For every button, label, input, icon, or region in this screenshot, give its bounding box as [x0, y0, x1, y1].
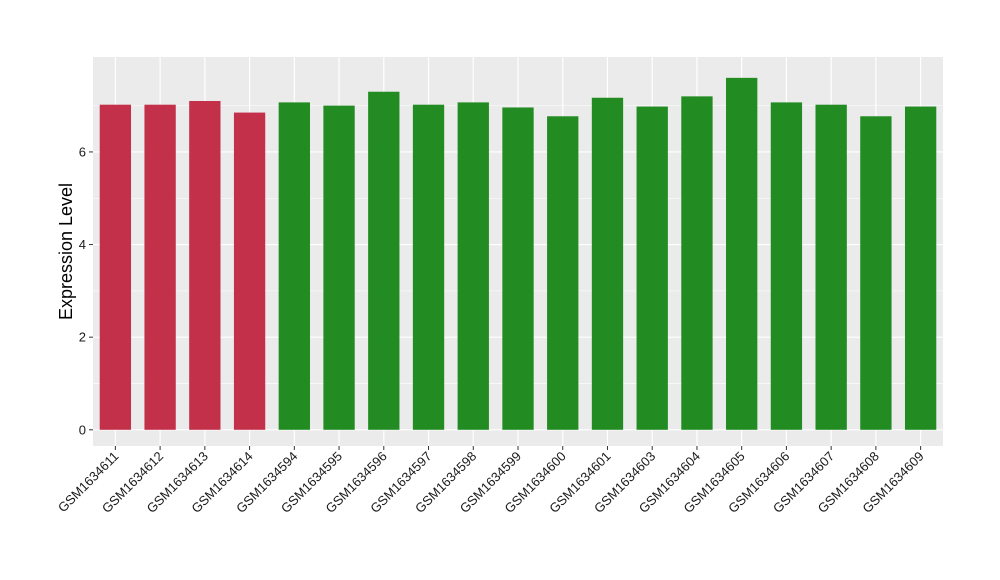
bar-gsm1634607 [815, 104, 847, 430]
bar-gsm1634612 [144, 104, 176, 430]
y-tick-label: 0 [79, 422, 86, 437]
y-tick-label: 4 [79, 237, 86, 252]
bar-gsm1634599 [502, 107, 534, 430]
bar-gsm1634603 [636, 106, 668, 430]
bar-gsm1634608 [860, 116, 892, 430]
bar-gsm1634594 [278, 102, 310, 430]
bar-gsm1634604 [681, 96, 713, 430]
bar-gsm1634601 [591, 97, 624, 430]
bar-gsm1634598 [457, 102, 489, 430]
bar-gsm1634606 [770, 102, 803, 430]
bar-gsm1634600 [547, 116, 579, 430]
x-axis: GSM1634611GSM1634612GSM1634613GSM1634614… [55, 446, 927, 516]
bar-gsm1634605 [726, 77, 758, 430]
bar-gsm1634597 [412, 104, 445, 430]
bar-gsm1634609 [904, 106, 937, 430]
bars [99, 77, 937, 430]
y-axis-title: Expression Level [56, 183, 76, 320]
bar-gsm1634613 [189, 100, 221, 430]
bar-gsm1634614 [233, 112, 266, 430]
bar-gsm1634611 [99, 104, 132, 430]
y-axis: 0 2 4 6 [79, 144, 93, 437]
bar-gsm1634595 [323, 105, 355, 430]
y-tick-label: 2 [79, 330, 86, 345]
bar-gsm1634596 [368, 91, 400, 430]
y-tick-label: 6 [79, 144, 86, 159]
